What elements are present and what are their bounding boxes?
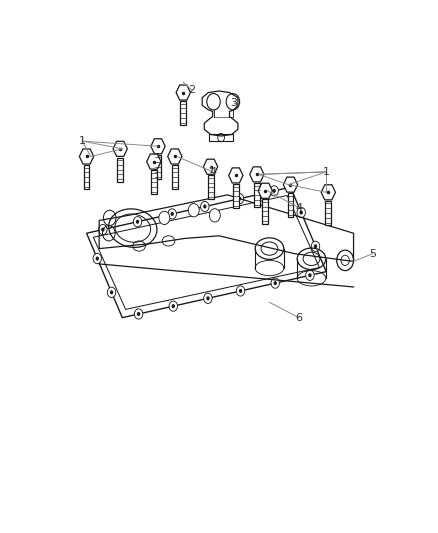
Circle shape [311, 241, 320, 252]
Polygon shape [168, 149, 182, 164]
Polygon shape [151, 139, 165, 154]
Circle shape [235, 193, 244, 204]
Circle shape [270, 186, 279, 196]
Circle shape [169, 301, 177, 311]
Circle shape [271, 278, 279, 288]
Polygon shape [283, 177, 298, 192]
Polygon shape [233, 184, 239, 208]
Circle shape [306, 270, 314, 280]
Circle shape [297, 207, 305, 217]
Polygon shape [250, 167, 264, 182]
Polygon shape [208, 175, 214, 199]
Polygon shape [258, 183, 272, 198]
Polygon shape [147, 154, 161, 169]
Circle shape [110, 290, 113, 294]
Polygon shape [229, 168, 243, 183]
Circle shape [274, 281, 277, 285]
Circle shape [93, 254, 102, 264]
Circle shape [209, 209, 220, 222]
Text: 5: 5 [369, 249, 376, 259]
Polygon shape [254, 183, 260, 207]
Polygon shape [287, 193, 293, 217]
Text: 1: 1 [79, 136, 86, 146]
Circle shape [204, 293, 212, 303]
Text: 4: 4 [295, 203, 303, 213]
Circle shape [136, 220, 139, 224]
Text: 1: 1 [323, 167, 330, 177]
Circle shape [101, 228, 105, 232]
Polygon shape [321, 185, 336, 200]
Polygon shape [151, 171, 157, 195]
Circle shape [238, 197, 241, 201]
Circle shape [95, 256, 99, 261]
Circle shape [172, 304, 175, 308]
Circle shape [272, 189, 276, 193]
Polygon shape [155, 155, 161, 179]
Text: 2: 2 [188, 85, 195, 95]
Circle shape [168, 209, 177, 219]
Circle shape [137, 312, 140, 316]
Circle shape [237, 286, 245, 296]
Circle shape [170, 212, 174, 216]
Polygon shape [203, 159, 218, 174]
Polygon shape [262, 199, 268, 223]
Circle shape [206, 296, 210, 301]
Circle shape [133, 216, 142, 227]
Polygon shape [180, 101, 186, 125]
Circle shape [99, 224, 107, 235]
Text: 4: 4 [209, 167, 216, 177]
Text: 3: 3 [230, 98, 237, 108]
Circle shape [134, 309, 143, 319]
Polygon shape [325, 201, 331, 225]
Circle shape [107, 287, 116, 297]
Polygon shape [113, 141, 127, 156]
Circle shape [308, 273, 311, 277]
Polygon shape [172, 165, 178, 189]
Circle shape [159, 211, 170, 224]
Text: 6: 6 [295, 313, 302, 322]
Circle shape [300, 211, 303, 215]
Circle shape [188, 204, 199, 217]
Circle shape [239, 289, 242, 293]
Circle shape [203, 205, 206, 208]
Polygon shape [79, 149, 94, 164]
Circle shape [201, 201, 209, 212]
Circle shape [314, 244, 317, 248]
Polygon shape [84, 165, 89, 189]
Polygon shape [117, 158, 123, 182]
Polygon shape [176, 85, 191, 100]
